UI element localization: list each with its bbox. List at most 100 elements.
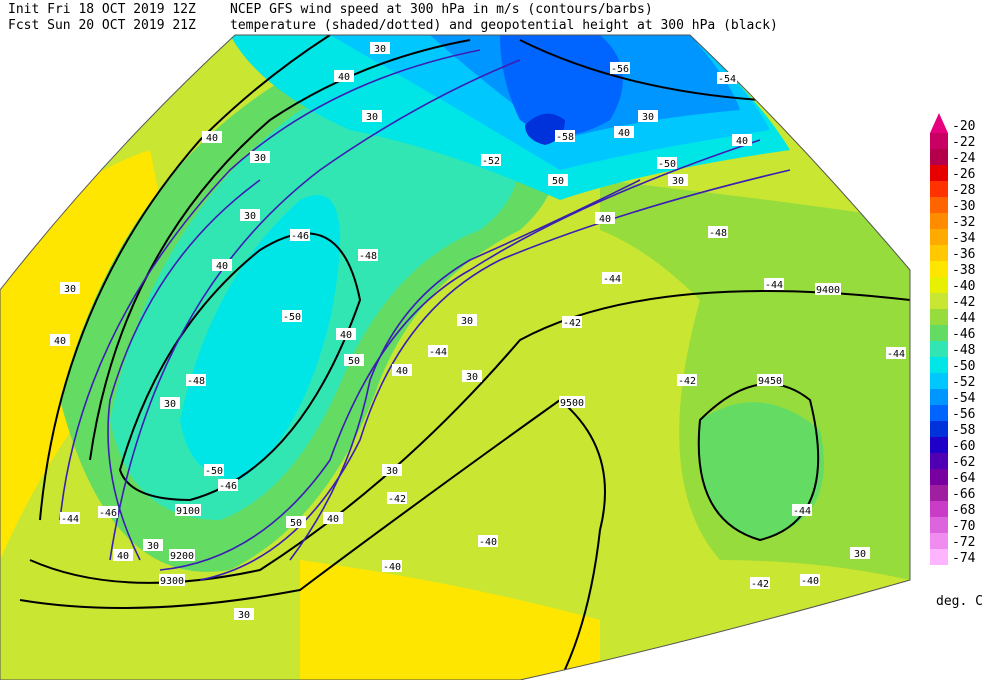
label-box [218,479,238,491]
header-forecast: Fcst Sun 20 OCT 2019 21Z [8,18,196,33]
wind-speed-label: 30 [854,549,866,560]
label-box [282,310,302,322]
colorbar-label: -70 [952,519,975,534]
colorbar-box [930,245,948,261]
temperature-label: -48 [709,228,727,239]
temperature-label: -52 [482,156,500,167]
label-box [717,72,737,84]
label-box [160,397,180,409]
label-box [382,464,402,476]
colorbar-box [930,261,948,277]
colorbar-box [930,549,948,565]
wind-speed-label: 30 [466,372,478,383]
label-box [202,131,222,143]
temperature-label: -40 [383,562,401,573]
colorbar-label: -34 [952,231,976,246]
temperature-label: -42 [678,376,696,387]
label-box [764,278,784,290]
wind-speed-label: 40 [117,551,129,562]
label-box [98,506,118,518]
label-box [204,464,224,476]
height-label: 9400 [816,285,840,296]
label-box [815,283,841,295]
colorbar-label: -74 [952,551,976,566]
colorbar-box [930,293,948,309]
label-box [548,174,568,186]
wind-speed-label: 40 [338,72,350,83]
label-box [800,574,820,586]
label-box [850,547,870,559]
height-contours [19,35,910,680]
label-box [462,370,482,382]
label-box [750,577,770,589]
label-box [175,504,201,516]
colorbar-label: -62 [952,455,975,470]
label-box [286,516,306,528]
colorbar-label: -42 [952,295,975,310]
label-box [159,574,185,586]
temperature-label: -44 [765,280,783,291]
label-box [169,549,195,561]
colorbar-label: -44 [952,311,976,326]
temperature-label: -48 [187,376,205,387]
label-box [555,130,575,142]
temperature-label: -50 [283,312,301,323]
label-box [562,316,582,328]
colorbar-box [930,501,948,517]
label-box [358,249,378,261]
temperature-label: -44 [793,506,811,517]
temperature-label: -42 [563,318,581,329]
label-box [50,334,70,346]
header-init: Init Fri 18 OCT 2019 12Z [8,2,196,17]
temperature-label: -42 [751,579,769,590]
height-label: 9300 [160,576,184,587]
wind-speed-label: 30 [238,610,250,621]
temperature-label: -42 [388,494,406,505]
temperature-label: -44 [61,514,79,525]
colorbar-box [930,405,948,421]
label-box [614,126,634,138]
label-box [708,226,728,238]
label-box [60,512,80,524]
colorbar-box [930,133,948,149]
colorbar-label: -66 [952,487,975,502]
temperature-label: -58 [556,132,574,143]
label-box [362,110,382,122]
colorbar-label: -58 [952,423,975,438]
wind-speed-label: 50 [552,176,564,187]
label-box [370,42,390,54]
colorbar-box [930,437,948,453]
temperature-label: -50 [658,159,676,170]
colorbar-label: -50 [952,359,975,374]
colorbar-box [930,229,948,245]
colorbar-label: -54 [952,391,976,406]
label-box [481,154,501,166]
label-box [792,504,812,516]
colorbar-box [930,357,948,373]
wind-speed-label: 30 [254,153,266,164]
label-box [212,259,232,271]
wind-speed-label: 30 [672,176,684,187]
label-box [559,396,585,408]
label-box [732,134,752,146]
colorbar-label: -26 [952,167,975,182]
label-box [143,539,163,551]
colorbar-box [930,149,948,165]
wind-speed-label: 30 [164,399,176,410]
colorbar-box [930,341,948,357]
wind-speed-label: 30 [147,541,159,552]
wind-speed-label: 40 [340,330,352,341]
label-box [250,151,270,163]
wind-speed-label: 30 [374,44,386,55]
temperature-label: -46 [99,508,117,519]
colorbar-label: -60 [952,439,975,454]
label-box [290,229,310,241]
label-box [428,345,448,357]
colorbar-label: -36 [952,247,975,262]
label-box [334,70,354,82]
colorbar-label: -32 [952,215,975,230]
colorbar-box [930,421,948,437]
map-area [0,35,910,680]
colorbar-box [930,181,948,197]
temperature-label: -44 [429,347,447,358]
